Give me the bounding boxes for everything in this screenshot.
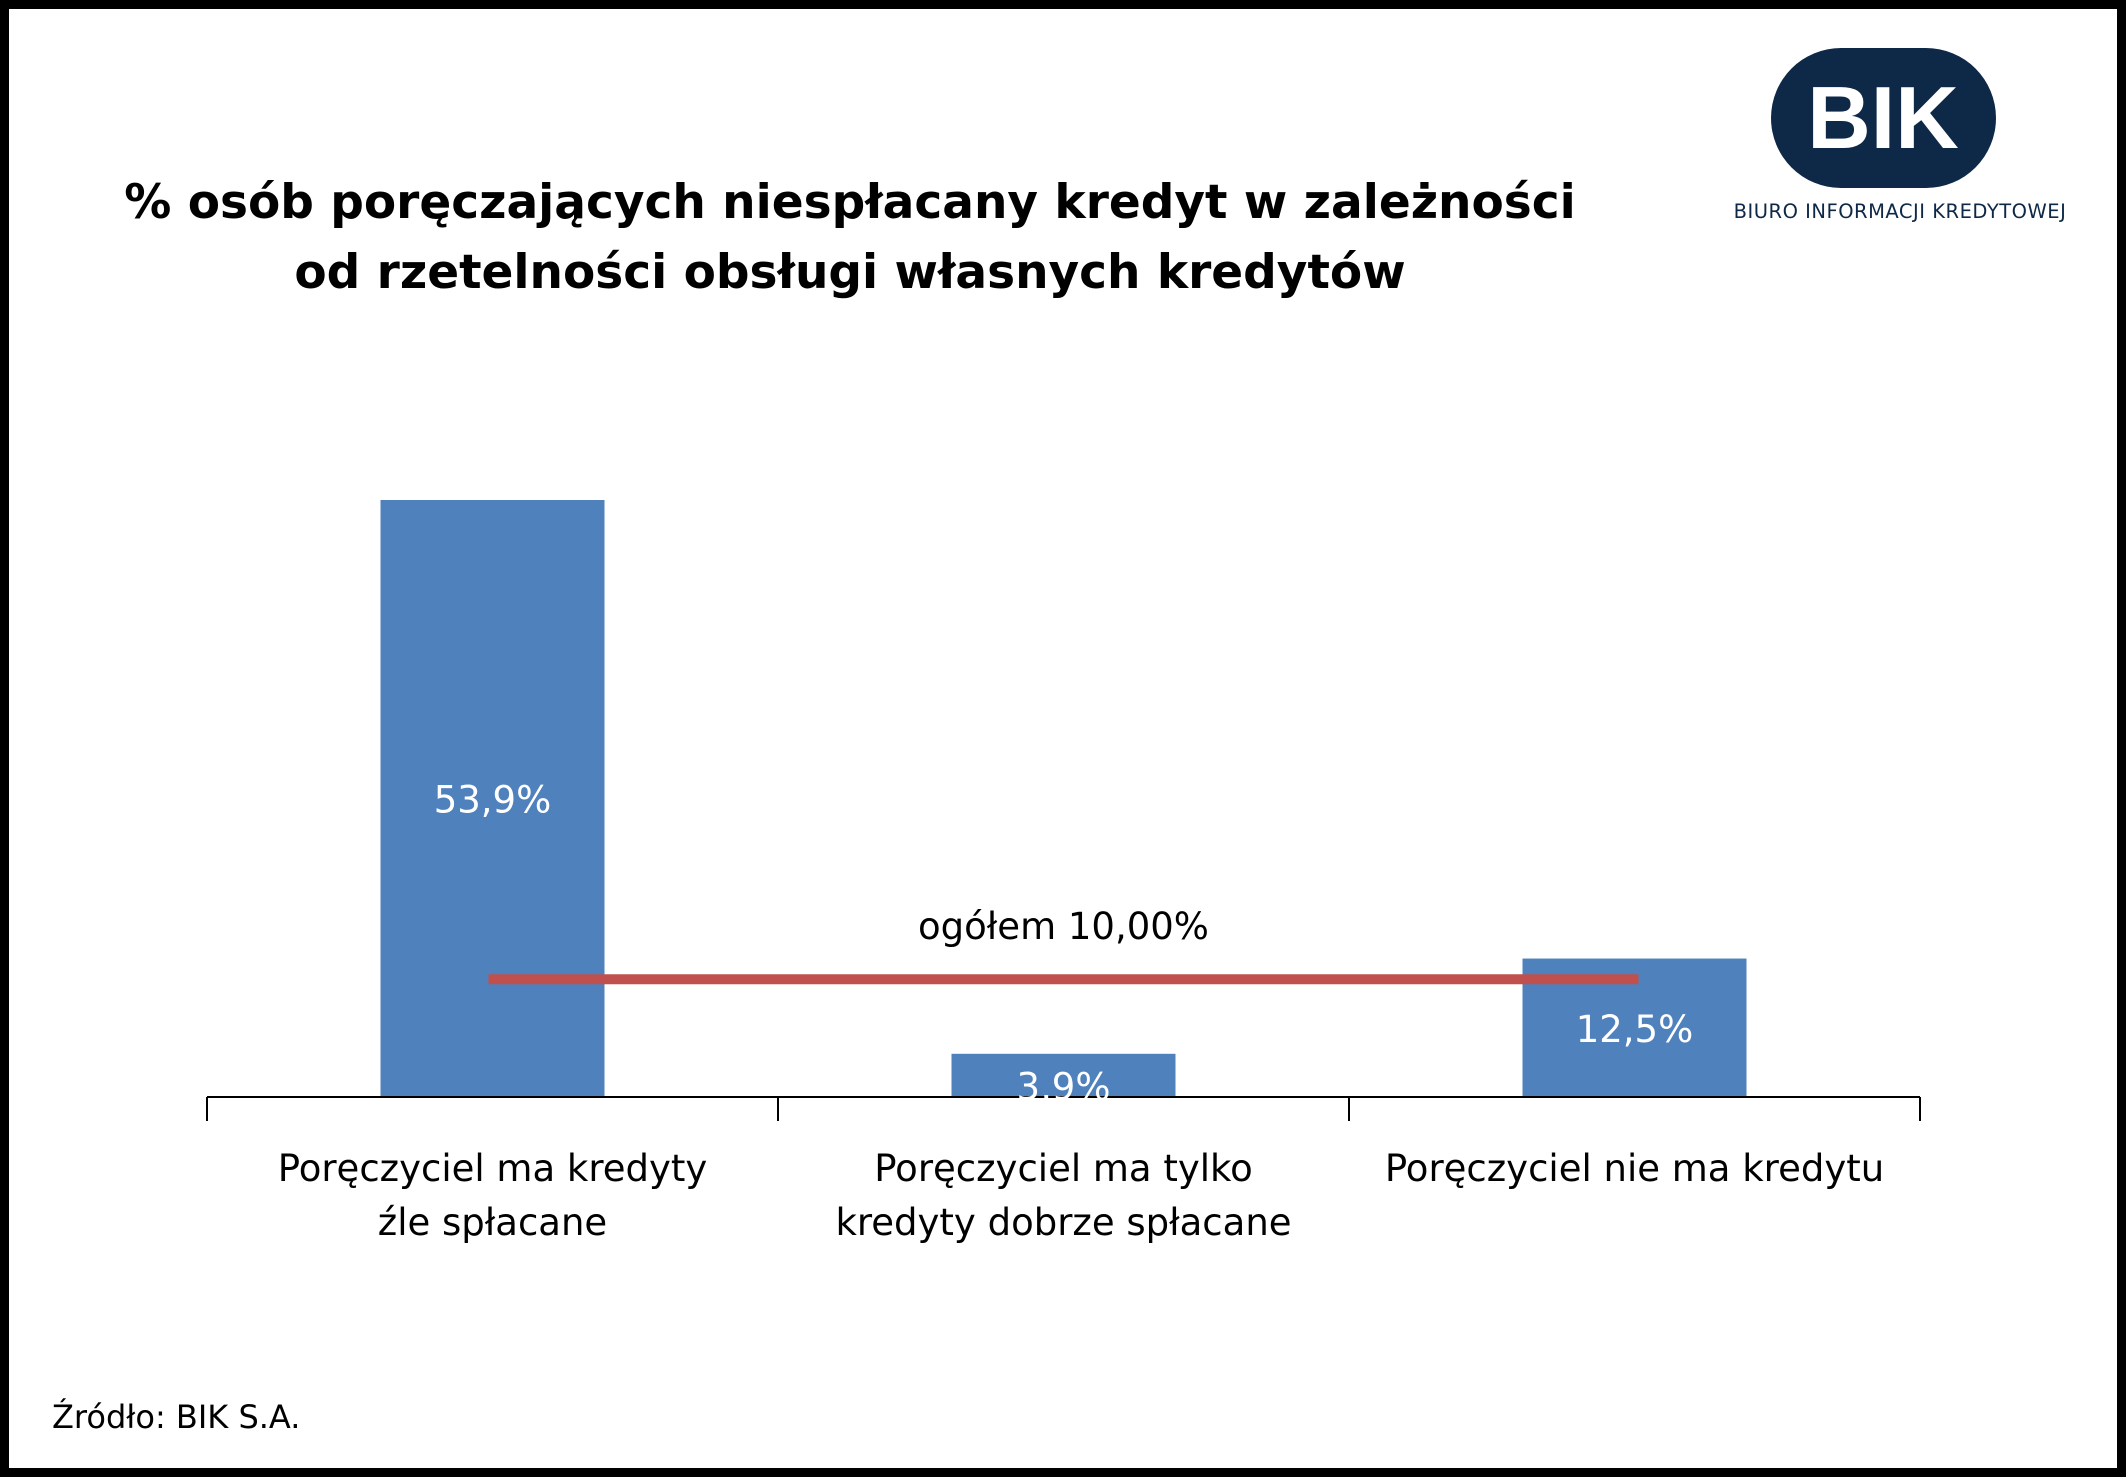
- reference-line-label: ogółem 10,00%: [918, 905, 1209, 948]
- x-axis: [206, 1096, 1921, 1121]
- bik-logo: BIK BIURO INFORMACJI KREDYTOWEJ: [1734, 48, 2067, 223]
- bar-value-label-3: 12,5%: [1576, 1008, 1694, 1051]
- chart-title: % osób poręczających niespłacany kredyt …: [100, 168, 1600, 308]
- bik-logo-circle-bridge: [1841, 48, 1926, 188]
- bik-logo-name: BIURO INFORMACJI KREDYTOWEJ: [1734, 200, 2067, 223]
- x-tick-label-1-line-2: źle spłacane: [378, 1201, 607, 1244]
- x-tick-label-3-line-1: Poręczyciel nie ma kredytu: [1385, 1147, 1884, 1190]
- x-tick-label-1-line-1: Poręczyciel ma kredyty: [278, 1147, 708, 1190]
- bar-value-labels: 53,9% 3,9% 12,5%: [434, 779, 1694, 1109]
- source-note: Źródło: BIK S.A.: [52, 1398, 301, 1436]
- x-axis-labels: Poręczyciel ma kredyty źle spłacane Poręcz…: [278, 1147, 1884, 1244]
- bik-logo-mark: BIK: [1807, 68, 1959, 167]
- x-tick-label-2-line-1: Poręczyciel ma tylko: [874, 1147, 1253, 1190]
- chart-title-line-1: % osób poręczających niespłacany kredyt …: [124, 175, 1576, 230]
- x-tick-label-2-line-2: kredyty dobrze spłacane: [835, 1201, 1291, 1244]
- bar-value-label-1: 53,9%: [434, 779, 552, 822]
- bar-2: [951, 1053, 1176, 1097]
- bar-value-label-2: 3,9%: [1017, 1065, 1111, 1108]
- reference-line-group: ogółem 10,00%: [488, 905, 1639, 985]
- chart-title-line-2: od rzetelności obsługi własnych kredytów: [294, 245, 1406, 300]
- bar-series: [380, 500, 1747, 1097]
- bar-1: [380, 500, 605, 1097]
